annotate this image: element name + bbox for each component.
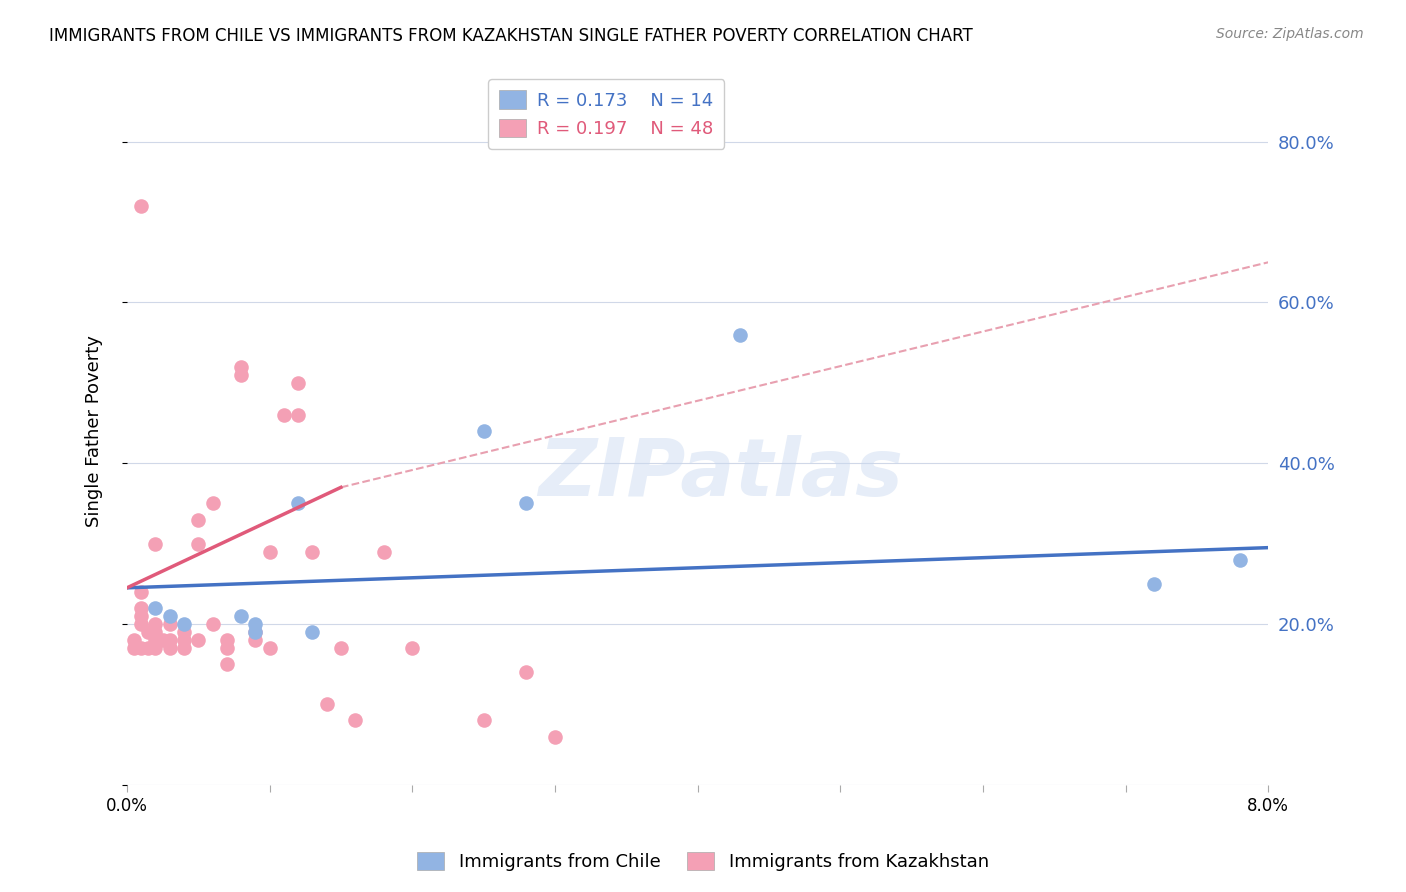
Point (122, 641, 145, 656)
Point (373, 544, 395, 558)
Point (136, 641, 159, 656)
Point (122, 633, 145, 648)
Text: Source: ZipAtlas.com: Source: ZipAtlas.com (1216, 27, 1364, 41)
Point (544, 730, 567, 744)
Point (159, 617, 181, 632)
Point (730, 327, 752, 342)
Point (273, 408, 295, 422)
Point (145, 536, 167, 550)
Point (329, 641, 352, 656)
Point (159, 609, 181, 624)
Point (1229, 552, 1251, 566)
Text: ZIPatlas: ZIPatlas (538, 434, 903, 513)
Legend: Immigrants from Chile, Immigrants from Kazakhstan: Immigrants from Chile, Immigrants from K… (409, 845, 997, 879)
Point (1143, 576, 1166, 591)
Point (259, 641, 281, 656)
Point (287, 376, 309, 390)
Point (344, 714, 367, 728)
Point (129, 641, 152, 656)
Point (301, 625, 323, 640)
Point (173, 633, 195, 648)
Point (515, 496, 537, 510)
Point (136, 625, 159, 640)
Point (129, 601, 152, 615)
Point (187, 633, 209, 648)
Point (187, 536, 209, 550)
Point (215, 657, 238, 672)
Point (245, 633, 267, 648)
Point (515, 665, 537, 680)
Point (215, 641, 238, 656)
Point (401, 641, 423, 656)
Point (145, 601, 167, 615)
Point (301, 544, 323, 558)
Point (259, 544, 281, 558)
Point (229, 359, 252, 374)
Point (201, 496, 224, 510)
Point (229, 368, 252, 382)
Point (129, 199, 152, 213)
Point (287, 408, 309, 422)
Point (152, 633, 174, 648)
Point (245, 625, 267, 640)
Point (287, 496, 309, 510)
Point (215, 633, 238, 648)
Point (472, 424, 495, 438)
Point (187, 512, 209, 526)
Point (129, 609, 152, 624)
Point (159, 641, 181, 656)
Text: IMMIGRANTS FROM CHILE VS IMMIGRANTS FROM KAZAKHSTAN SINGLE FATHER POVERTY CORREL: IMMIGRANTS FROM CHILE VS IMMIGRANTS FROM… (49, 27, 973, 45)
Point (145, 617, 167, 632)
Point (229, 609, 252, 624)
Point (315, 698, 337, 712)
Point (245, 617, 267, 632)
Legend: R = 0.173    N = 14, R = 0.197    N = 48: R = 0.173 N = 14, R = 0.197 N = 48 (488, 79, 724, 149)
Point (159, 633, 181, 648)
Point (173, 617, 195, 632)
Point (245, 625, 267, 640)
Point (129, 585, 152, 599)
Point (129, 617, 152, 632)
Y-axis label: Single Father Poverty: Single Father Poverty (86, 335, 103, 527)
Point (201, 617, 224, 632)
Point (173, 641, 195, 656)
Point (145, 641, 167, 656)
Point (145, 625, 167, 640)
Point (173, 625, 195, 640)
Point (472, 714, 495, 728)
Point (145, 633, 167, 648)
